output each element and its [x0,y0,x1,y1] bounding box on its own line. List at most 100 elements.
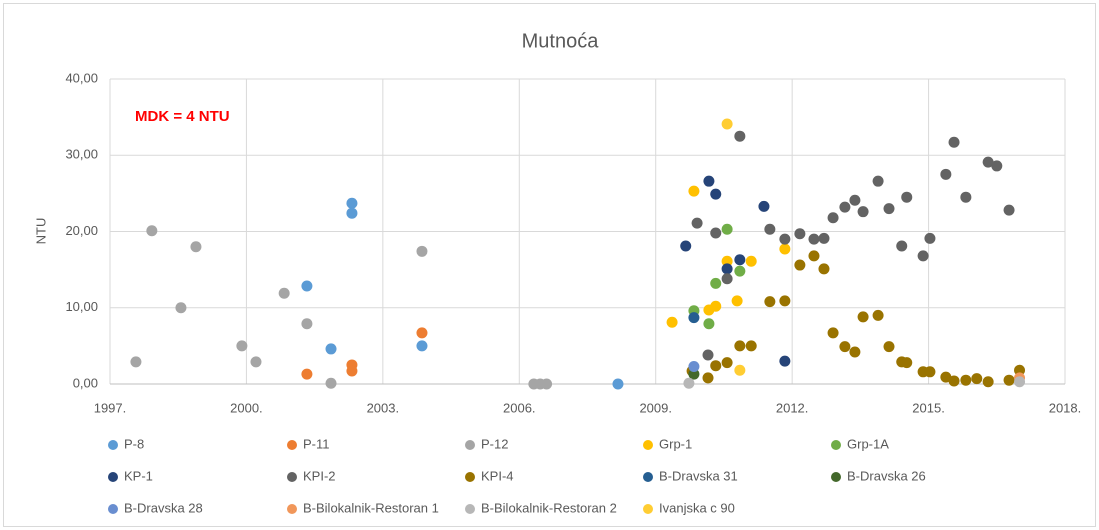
point [779,295,791,307]
point [924,366,936,378]
point [818,263,830,275]
point [1003,374,1015,386]
point [721,255,733,267]
point [688,360,700,372]
point [948,136,960,148]
legend-marker [643,504,653,514]
x-tick-label: 2012. [776,400,809,415]
point [710,300,722,312]
point [827,327,839,339]
point [688,368,700,380]
point [901,191,913,203]
x-tick-label: 2009. [639,400,672,415]
point [710,188,722,200]
point [808,250,820,262]
point [779,355,791,367]
point [301,318,313,330]
legend-marker [643,472,653,482]
point [721,223,733,235]
y-axis-label: NTU [33,218,48,245]
legend-label: P-12 [481,436,508,451]
legend-marker [287,440,297,450]
point [734,340,746,352]
legend-label: KP-1 [124,468,153,483]
x-tick-label: 1997. [94,400,127,415]
point [764,223,776,235]
x-tick-label: 2015. [912,400,945,415]
point [416,327,428,339]
point [702,349,714,361]
point [794,259,806,271]
point [734,364,746,376]
point [416,340,428,352]
x-tick-label: 2006. [503,400,536,415]
point [346,365,358,377]
point [839,201,851,213]
point [301,280,313,292]
point [745,255,757,267]
y-tick-label: 20,00 [65,223,98,238]
x-tick-label: 2018. [1049,400,1082,415]
point [872,175,884,187]
legend-label: B-Bilokalnik-Restoran 1 [303,500,439,515]
point [857,311,869,323]
legend-label: P-8 [124,436,144,451]
chart-title: Mutnoća [522,30,600,52]
legend-label: KPI-2 [303,468,336,483]
chart-border [3,3,1096,527]
point [710,360,722,372]
point [940,371,952,383]
point [901,357,913,369]
legend-marker [831,472,841,482]
point [818,232,830,244]
point [764,296,776,308]
point [190,241,202,253]
point [1014,364,1026,376]
point [779,233,791,245]
point [325,377,337,389]
y-tick-label: 0,00 [73,375,98,390]
legend-label: P-11 [303,436,330,451]
point [416,245,428,257]
point [175,302,187,314]
point [691,217,703,229]
x-tick-label: 2000. [230,400,263,415]
point [883,341,895,353]
y-tick-label: 30,00 [65,147,98,162]
point [960,191,972,203]
point [1003,204,1015,216]
annotation: MDK = 4 NTU [135,108,230,125]
point [960,374,972,386]
point [779,243,791,255]
point [346,207,358,219]
point [758,200,770,212]
point [849,346,861,358]
legend-marker [108,472,118,482]
point [808,233,820,245]
legend-label: B-Bilokalnik-Restoran 2 [481,500,617,515]
point [1014,376,1026,388]
point [734,254,746,266]
point [130,356,142,368]
point [721,118,733,130]
legend-marker [465,472,475,482]
point [346,197,358,209]
point [794,228,806,240]
point [896,240,908,252]
point [541,378,553,390]
point [734,130,746,142]
point [688,312,700,324]
point [325,343,337,355]
legend-label: B-Dravska 28 [124,500,203,515]
legend-label: Ivanjska c 90 [659,500,735,515]
point [948,375,960,387]
point [703,318,715,330]
legend-marker [831,440,841,450]
point [146,225,158,237]
legend-label: KPI-4 [481,468,514,483]
point [250,356,262,368]
point [827,212,839,224]
point [745,340,757,352]
